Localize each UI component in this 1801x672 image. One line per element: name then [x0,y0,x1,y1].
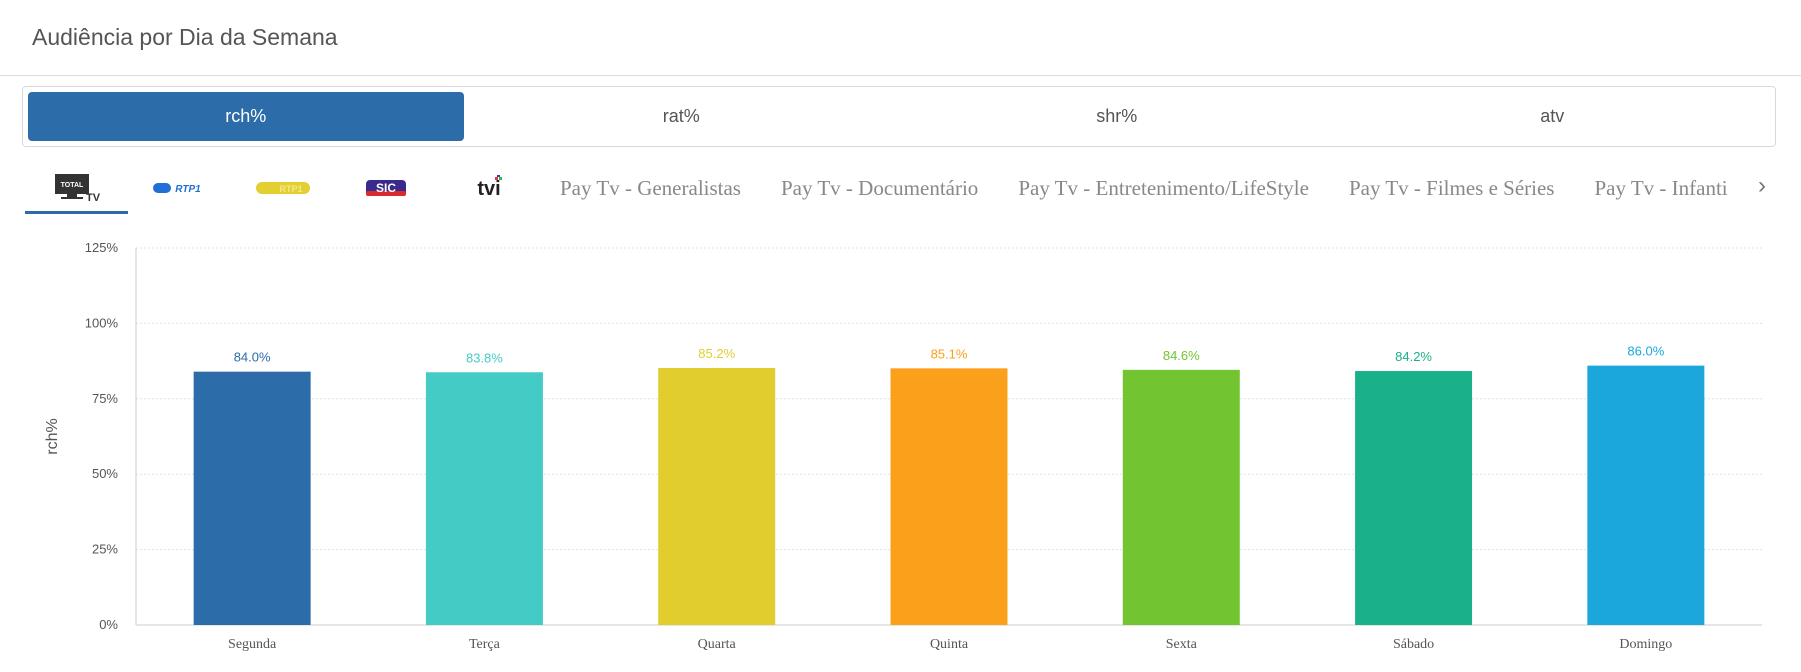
tab-pay-tv-generalistas[interactable]: Pay Tv - Generalistas [560,175,741,200]
x-tick-label-0: Segunda [228,637,277,652]
bar-1 [425,372,543,625]
tab-rat[interactable]: rat% [662,106,700,126]
svg-text:RTP1: RTP1 [175,184,201,195]
tab-pay-tv-infantil[interactable]: Pay Tv - Infanti [1594,175,1728,200]
sic-logo-icon: SIC [365,180,406,196]
y-tick-label: 100% [85,315,119,330]
svg-text:SIC: SIC [375,181,395,195]
bar-4 [1122,369,1240,625]
svg-text:TOTAL: TOTAL [60,182,83,189]
bar-5 [1355,371,1473,625]
metric-selector: rch% rat% shr% atv [22,86,1776,147]
bar-3 [890,368,1008,625]
data-label-4: 84.6% [1163,348,1200,363]
x-tick-label-1: Terça [469,637,501,652]
y-axis-title: rch% [44,418,61,454]
data-label-3: 85.1% [931,346,968,361]
tab-pay-tv-entretenimento[interactable]: Pay Tv - Entretenimento/LifeStyle [1018,175,1309,200]
y-tick-label: 25% [92,542,118,557]
chevron-right-icon[interactable]: › [1758,172,1766,199]
data-label-0: 84.0% [234,350,271,365]
x-tick-label-2: Quarta [698,637,737,652]
tab-tvi[interactable]: tvi [437,162,540,214]
x-tick-label-5: Sábado [1393,637,1434,652]
tab-rtp1[interactable]: RTP1 [128,162,231,214]
header: Audiência por Dia da Semana [0,0,1801,76]
x-tick-label-4: Sexta [1166,637,1198,652]
tab-rch[interactable]: rch% [28,92,464,141]
y-tick-label: 0% [99,617,118,632]
x-tick-label-3: Quinta [930,637,969,652]
total-tv-logo-icon: TOTAL TV [54,174,100,204]
x-tick-label-6: Domingo [1619,637,1672,652]
rtp1-logo-icon: RTP1 [152,183,201,195]
tab-shr[interactable]: shr% [1096,106,1138,126]
data-label-6: 86.0% [1627,344,1664,359]
rtp1-alt-logo-icon: RTP1 [255,182,310,194]
svg-text:TV: TV [85,192,100,204]
tab-atv[interactable]: atv [1540,106,1565,126]
data-label-5: 84.2% [1395,349,1432,364]
data-label-1: 83.8% [466,350,503,365]
tab-total-tv[interactable]: TOTAL TV [25,162,128,214]
y-tick-label: 125% [85,240,119,255]
page-title: Audiência por Dia da Semana [32,24,338,50]
channel-tabs: TOTAL TV RTP1 RTP1 SIC tvi Pay Tv [25,162,1780,214]
y-tick-label: 75% [92,391,118,406]
bar-6 [1587,365,1705,625]
svg-text:RTP1: RTP1 [279,184,302,194]
tab-pay-tv-filmes-series[interactable]: Pay Tv - Filmes e Séries [1348,175,1555,200]
bar-0 [193,371,311,625]
y-tick-label: 50% [92,466,118,481]
tab-rtp1-alt[interactable]: RTP1 [231,162,334,214]
svg-text:tvi: tvi [477,178,500,200]
bar-2 [658,368,776,625]
data-label-2: 85.2% [698,346,735,361]
tab-sic[interactable]: SIC [334,162,437,214]
tab-pay-tv-documentario[interactable]: Pay Tv - Documentário [780,175,979,200]
tvi-logo-icon: tvi [477,175,502,200]
